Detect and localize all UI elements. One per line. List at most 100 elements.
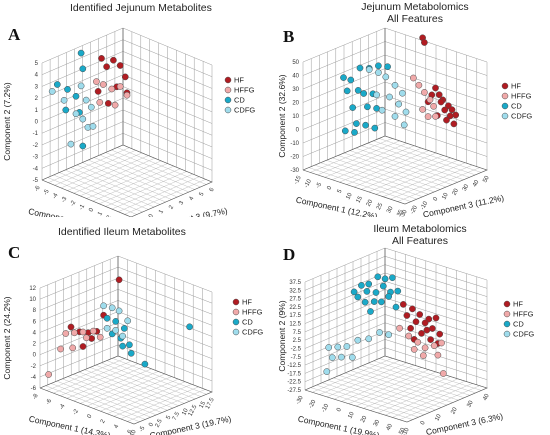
y-tick-label: -6: [31, 386, 37, 392]
data-point-cdfg: [87, 103, 95, 111]
y-tick-label: 17.5: [289, 313, 301, 319]
data-point-hf: [104, 100, 112, 107]
panel-letter-c: C: [8, 243, 20, 262]
data-point-cdfg: [119, 332, 126, 340]
x-tick-label: -4: [52, 192, 60, 200]
data-point-hf: [403, 312, 411, 319]
data-point-cd: [79, 65, 87, 73]
legend-marker-hf: [501, 82, 509, 90]
y-tick-label: -2.5: [291, 346, 302, 352]
y-tick-label: -7.5: [291, 355, 302, 361]
data-point-hffg: [405, 332, 413, 340]
data-point-cdfg: [399, 89, 406, 97]
data-point-hffg: [419, 106, 426, 113]
legend-label-cd: CD: [511, 102, 522, 111]
data-point-cd: [363, 288, 371, 295]
data-point-hffg: [99, 81, 107, 88]
chart-title-c: Identified Ileum Metabolites: [58, 226, 186, 238]
data-point-hf: [121, 73, 129, 81]
y-tick-label: 2: [33, 342, 37, 348]
data-point-cd: [362, 121, 369, 129]
data-point-hf: [418, 330, 425, 337]
data-point-cdfg: [391, 81, 399, 89]
legend-label-hf: HF: [511, 82, 521, 91]
data-point-cd: [72, 92, 80, 100]
data-point-hf: [399, 301, 407, 308]
data-point-cd: [365, 280, 373, 288]
y-tick-label: 5: [35, 61, 39, 67]
legend-marker-cd: [501, 102, 509, 110]
data-point-cd: [371, 124, 379, 132]
z-tick-label: 20: [450, 406, 459, 415]
legend-label-cdfg: CDFG: [511, 112, 532, 121]
data-point-hf: [407, 324, 414, 332]
data-point-cd: [79, 142, 87, 150]
x-tick-label: 2: [106, 214, 113, 217]
y-tick-label: -5: [33, 178, 39, 184]
legend-marker-cd: [232, 318, 240, 326]
x-tick-label: 1: [97, 210, 104, 216]
data-point-hffg: [116, 83, 124, 90]
x-tick-label: 10: [347, 411, 356, 420]
data-point-cdfg: [103, 324, 111, 332]
z-tick-label: 5: [166, 414, 173, 420]
z-tick-label: 15: [199, 400, 208, 409]
x-tick-label: -2: [72, 408, 80, 416]
legend-marker-cd: [224, 96, 232, 104]
legend-label-hffg: HFFG: [513, 310, 534, 319]
x-tick-label: 0: [336, 407, 343, 413]
x-tick-label: 0: [326, 185, 333, 191]
data-point-cdfg: [365, 335, 373, 343]
panel-c: C Identified Ileum Metabolites -6 -4 -2 0 2 4 6 8…: [0, 218, 275, 435]
data-point-cd: [392, 303, 400, 311]
y-tick-label: -12.5: [287, 363, 301, 369]
z-tick-label: 10: [434, 413, 443, 422]
legend-marker-hf: [232, 298, 240, 306]
legend-label-cdfg: CDFG: [513, 330, 534, 339]
legend-label-cd: CD: [234, 96, 245, 105]
x-tick-label: 0: [87, 413, 94, 419]
y-tick-label: -17.5: [287, 371, 301, 377]
data-point-hffg: [434, 351, 442, 359]
panel-letter-d: D: [283, 245, 295, 264]
legend-marker-hf: [503, 300, 511, 308]
y-tick-label: 7.5: [293, 330, 302, 336]
data-point-cd: [350, 288, 358, 296]
data-point-cd: [364, 103, 371, 111]
x-tick-label: 35: [396, 209, 405, 217]
legend-marker-cdfg: [503, 330, 511, 338]
data-point-hffg: [96, 99, 104, 106]
y-axis-label: Component 2 (9%): [277, 300, 287, 372]
data-point-hffg: [414, 338, 422, 346]
z-tick-label: -10: [128, 429, 138, 435]
data-point-hf: [412, 318, 420, 326]
data-point-hf: [436, 330, 444, 338]
data-point-cdfg: [386, 93, 393, 101]
data-point-cd: [141, 360, 149, 368]
legend-label-cdfg: CDFG: [234, 106, 255, 115]
chart-title-d-line2: All Features: [392, 235, 448, 247]
y-tick-label: -10: [290, 141, 299, 147]
x-tick-label: -5: [315, 181, 323, 189]
data-point-hffg: [111, 101, 119, 109]
data-point-hf: [116, 62, 124, 69]
y-tick-label: -22.5: [287, 380, 301, 386]
legend-label-hffg: HFFG: [234, 86, 255, 95]
x-tick-label: -15: [293, 175, 303, 186]
data-point-cdfg: [376, 329, 383, 336]
y-tick-label: 12: [29, 286, 36, 292]
x-tick-label: -1: [78, 203, 86, 211]
y-tick-label: 8: [33, 308, 37, 314]
z-tick-label: 0: [433, 196, 440, 202]
legend-marker-cdfg: [501, 112, 509, 120]
data-point-cd: [354, 293, 362, 301]
y-tick-label: 40: [292, 74, 299, 80]
data-point-cd: [53, 81, 61, 88]
legend-marker-hffg: [232, 308, 240, 316]
legend-marker-cdfg: [232, 328, 240, 336]
data-point-hffg: [89, 327, 97, 335]
data-point-cdfg: [338, 353, 345, 361]
y-tick-label: 22.5: [289, 305, 301, 311]
